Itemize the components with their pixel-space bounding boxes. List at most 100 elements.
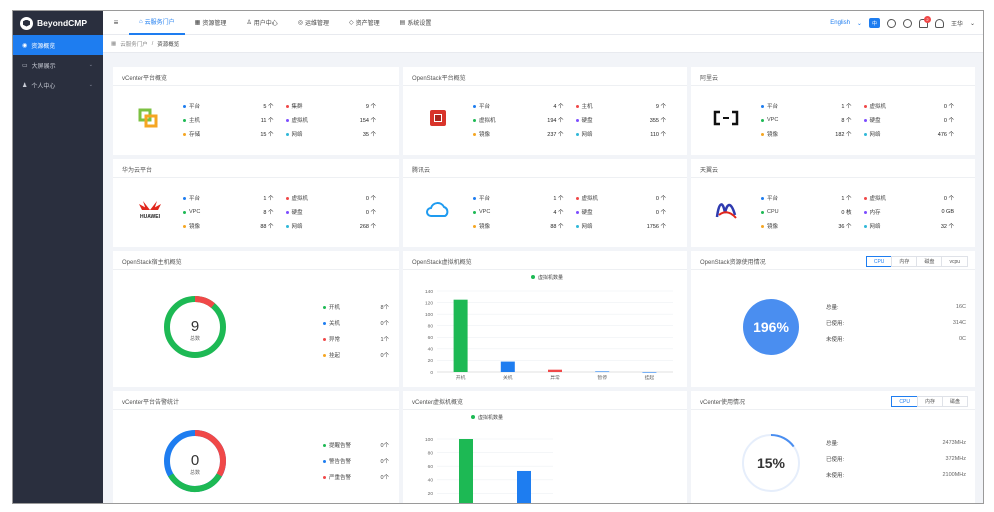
help-icon[interactable] bbox=[902, 18, 912, 28]
legend-item[interactable]: 挂起 0个 bbox=[323, 347, 389, 363]
stat-cell: 网络 35 个 bbox=[285, 130, 389, 138]
stat-label: 平台 bbox=[189, 196, 201, 202]
sidebar-item-overview[interactable]: ◉ 资源概览 bbox=[13, 35, 103, 55]
stat-row: VPC 8 个 硬盘 0 个 bbox=[761, 113, 966, 127]
legend-item[interactable]: 关机 0个 bbox=[323, 315, 389, 331]
tab-3[interactable]: vcpu bbox=[941, 256, 968, 267]
aliyun-icon bbox=[711, 103, 741, 133]
legend-dot-icon bbox=[863, 210, 867, 214]
stat-cell: 平台 1 个 bbox=[183, 194, 286, 202]
dashboard-icon: ◉ bbox=[22, 42, 28, 49]
stat-value: 5 个 bbox=[263, 104, 274, 110]
chevron-down-icon: ⌄ bbox=[88, 82, 93, 88]
lock-icon[interactable] bbox=[886, 18, 896, 28]
legend-dot-icon bbox=[323, 337, 326, 341]
usage-row: 已使用: 372MHz bbox=[826, 451, 966, 467]
language-switch[interactable]: English bbox=[830, 20, 850, 26]
stat-value: 15 个 bbox=[260, 132, 274, 138]
divider bbox=[691, 177, 975, 178]
usage-label: 总量: bbox=[826, 305, 839, 311]
tab-1[interactable]: 内存 bbox=[916, 396, 943, 407]
x-tick-label: 异常 bbox=[550, 374, 560, 381]
legend-dot-icon bbox=[575, 118, 579, 122]
tab-0[interactable]: CPU bbox=[865, 256, 893, 267]
legend-dot-icon bbox=[473, 104, 476, 108]
nav-portal[interactable]: ⌂ 云服务门户 bbox=[129, 11, 185, 35]
stat-value: 0 个 bbox=[655, 210, 666, 216]
stat-label: VPC bbox=[189, 209, 201, 215]
legend-label: 虚拟机数量 bbox=[538, 274, 563, 281]
stat-label: 平台 bbox=[479, 104, 491, 110]
bell-icon[interactable]: 2 bbox=[918, 15, 931, 28]
card-title: 天翼云 bbox=[700, 168, 719, 174]
usage-label: 总量: bbox=[826, 441, 839, 447]
tencent-icon bbox=[423, 195, 453, 225]
stat-cell: 平台 5 个 bbox=[183, 102, 286, 110]
nav-resources[interactable]: ▦ 资源管理 bbox=[185, 11, 237, 35]
legend-dot-icon bbox=[285, 196, 289, 200]
divider bbox=[691, 409, 975, 410]
nav-assets[interactable]: ◇ 资产管理 bbox=[339, 11, 390, 35]
stat-cell: 虚拟机 0 个 bbox=[863, 102, 967, 110]
stat-value: 88 个 bbox=[550, 224, 564, 230]
avatar[interactable] bbox=[934, 18, 944, 28]
stat-value: 8 个 bbox=[841, 118, 852, 124]
legend-label: 虚拟机数量 bbox=[478, 414, 503, 421]
legend-label: 开机 bbox=[329, 305, 341, 311]
legend-dot-icon bbox=[863, 196, 867, 200]
legend-item[interactable]: 异常 1个 bbox=[323, 331, 389, 347]
legend-dot-icon bbox=[473, 196, 476, 200]
vcenter-vm-card: vCenter虚拟机概览 虚拟机数量 20 40 60 80 100 bbox=[403, 391, 687, 503]
legend-value: 0个 bbox=[380, 459, 389, 465]
usage-value: 314C bbox=[952, 320, 966, 326]
breadcrumb-item[interactable]: 云服务门户 bbox=[120, 41, 148, 48]
usage-tabs: CPU 内存 磁盘 bbox=[891, 396, 968, 407]
tab-0[interactable]: CPU bbox=[891, 396, 918, 407]
tab-1[interactable]: 内存 bbox=[891, 256, 918, 267]
legend-dot-icon bbox=[183, 196, 186, 200]
stat-label: 镜像 bbox=[767, 224, 779, 230]
card-title: OpenStack宿主机概览 bbox=[122, 260, 182, 266]
sidebar-item-personal[interactable]: ♟ 个人中心 ⌄ bbox=[13, 75, 103, 95]
stat-label: CPU bbox=[767, 209, 779, 215]
usage-label: 已使用: bbox=[826, 321, 845, 327]
tab-2[interactable]: 磁盘 bbox=[916, 256, 943, 267]
bar-0 bbox=[453, 299, 468, 372]
resource-icon: ▦ bbox=[194, 20, 201, 26]
platform-card: 阿里云 平台 1 个 虚拟机 0 个 VPC 8 个 硬盘 0 个镜像 182 个 网络 476 个 bbox=[691, 67, 975, 155]
nav-ops[interactable]: ◎ 运维管理 bbox=[288, 11, 339, 35]
lang-badge[interactable]: 中 bbox=[868, 18, 880, 28]
user-name[interactable]: 王华 bbox=[950, 21, 963, 28]
usage-gauge: 15% bbox=[742, 434, 800, 492]
tab-2[interactable]: 磁盘 bbox=[941, 396, 968, 407]
stat-row: 平台 4 个 主机 9 个 bbox=[473, 99, 678, 113]
stat-cell: 内存 0 GB bbox=[863, 208, 967, 216]
nav-label: 资产管理 bbox=[355, 21, 380, 27]
legend-dot-icon bbox=[473, 224, 476, 228]
legend-item[interactable]: 严重告警 0个 bbox=[323, 469, 389, 485]
stat-cell: 虚拟机 0 个 bbox=[863, 194, 967, 202]
platform-card: 华为云平台 HUAWEI 平台 1 个 虚拟机 0 个 VPC 8 个 硬盘 0 个镜像 88 个 网… bbox=[113, 159, 399, 247]
nav-user-center[interactable]: ♙ 用户中心 bbox=[236, 11, 287, 35]
stat-label: 网络 bbox=[581, 224, 593, 230]
app-logo[interactable]: BeyondCMP bbox=[13, 11, 103, 35]
stat-cell: 网络 32 个 bbox=[863, 222, 967, 230]
sidebar-item-bigscreen[interactable]: ▭ 大屏展示 ⌄ bbox=[13, 55, 103, 75]
stat-row: 存储 15 个 网络 35 个 bbox=[183, 127, 388, 141]
menu-toggle-icon[interactable]: ≡ bbox=[113, 18, 119, 27]
usage-row: 未使用: 2100MHz bbox=[826, 467, 966, 483]
stat-value: 9 个 bbox=[655, 104, 666, 110]
nav-settings[interactable]: ▤ 系统设置 bbox=[390, 11, 442, 35]
legend-value: 0个 bbox=[380, 443, 389, 449]
stat-cell: 集群 9 个 bbox=[285, 102, 389, 110]
x-tick-label: 开机 bbox=[456, 374, 466, 381]
openstack-icon bbox=[423, 103, 453, 133]
legend-item[interactable]: 开机 8个 bbox=[323, 299, 389, 315]
legend-dot-icon bbox=[575, 224, 579, 228]
legend-item[interactable]: 提醒告警 0个 bbox=[323, 437, 389, 453]
legend-item[interactable]: 警告告警 0个 bbox=[323, 453, 389, 469]
stat-value: 1 个 bbox=[263, 196, 274, 202]
legend-value: 0个 bbox=[380, 321, 389, 327]
stat-row: 平台 1 个 虚拟机 0 个 bbox=[761, 191, 966, 205]
nav-label: 资源管理 bbox=[202, 21, 227, 27]
